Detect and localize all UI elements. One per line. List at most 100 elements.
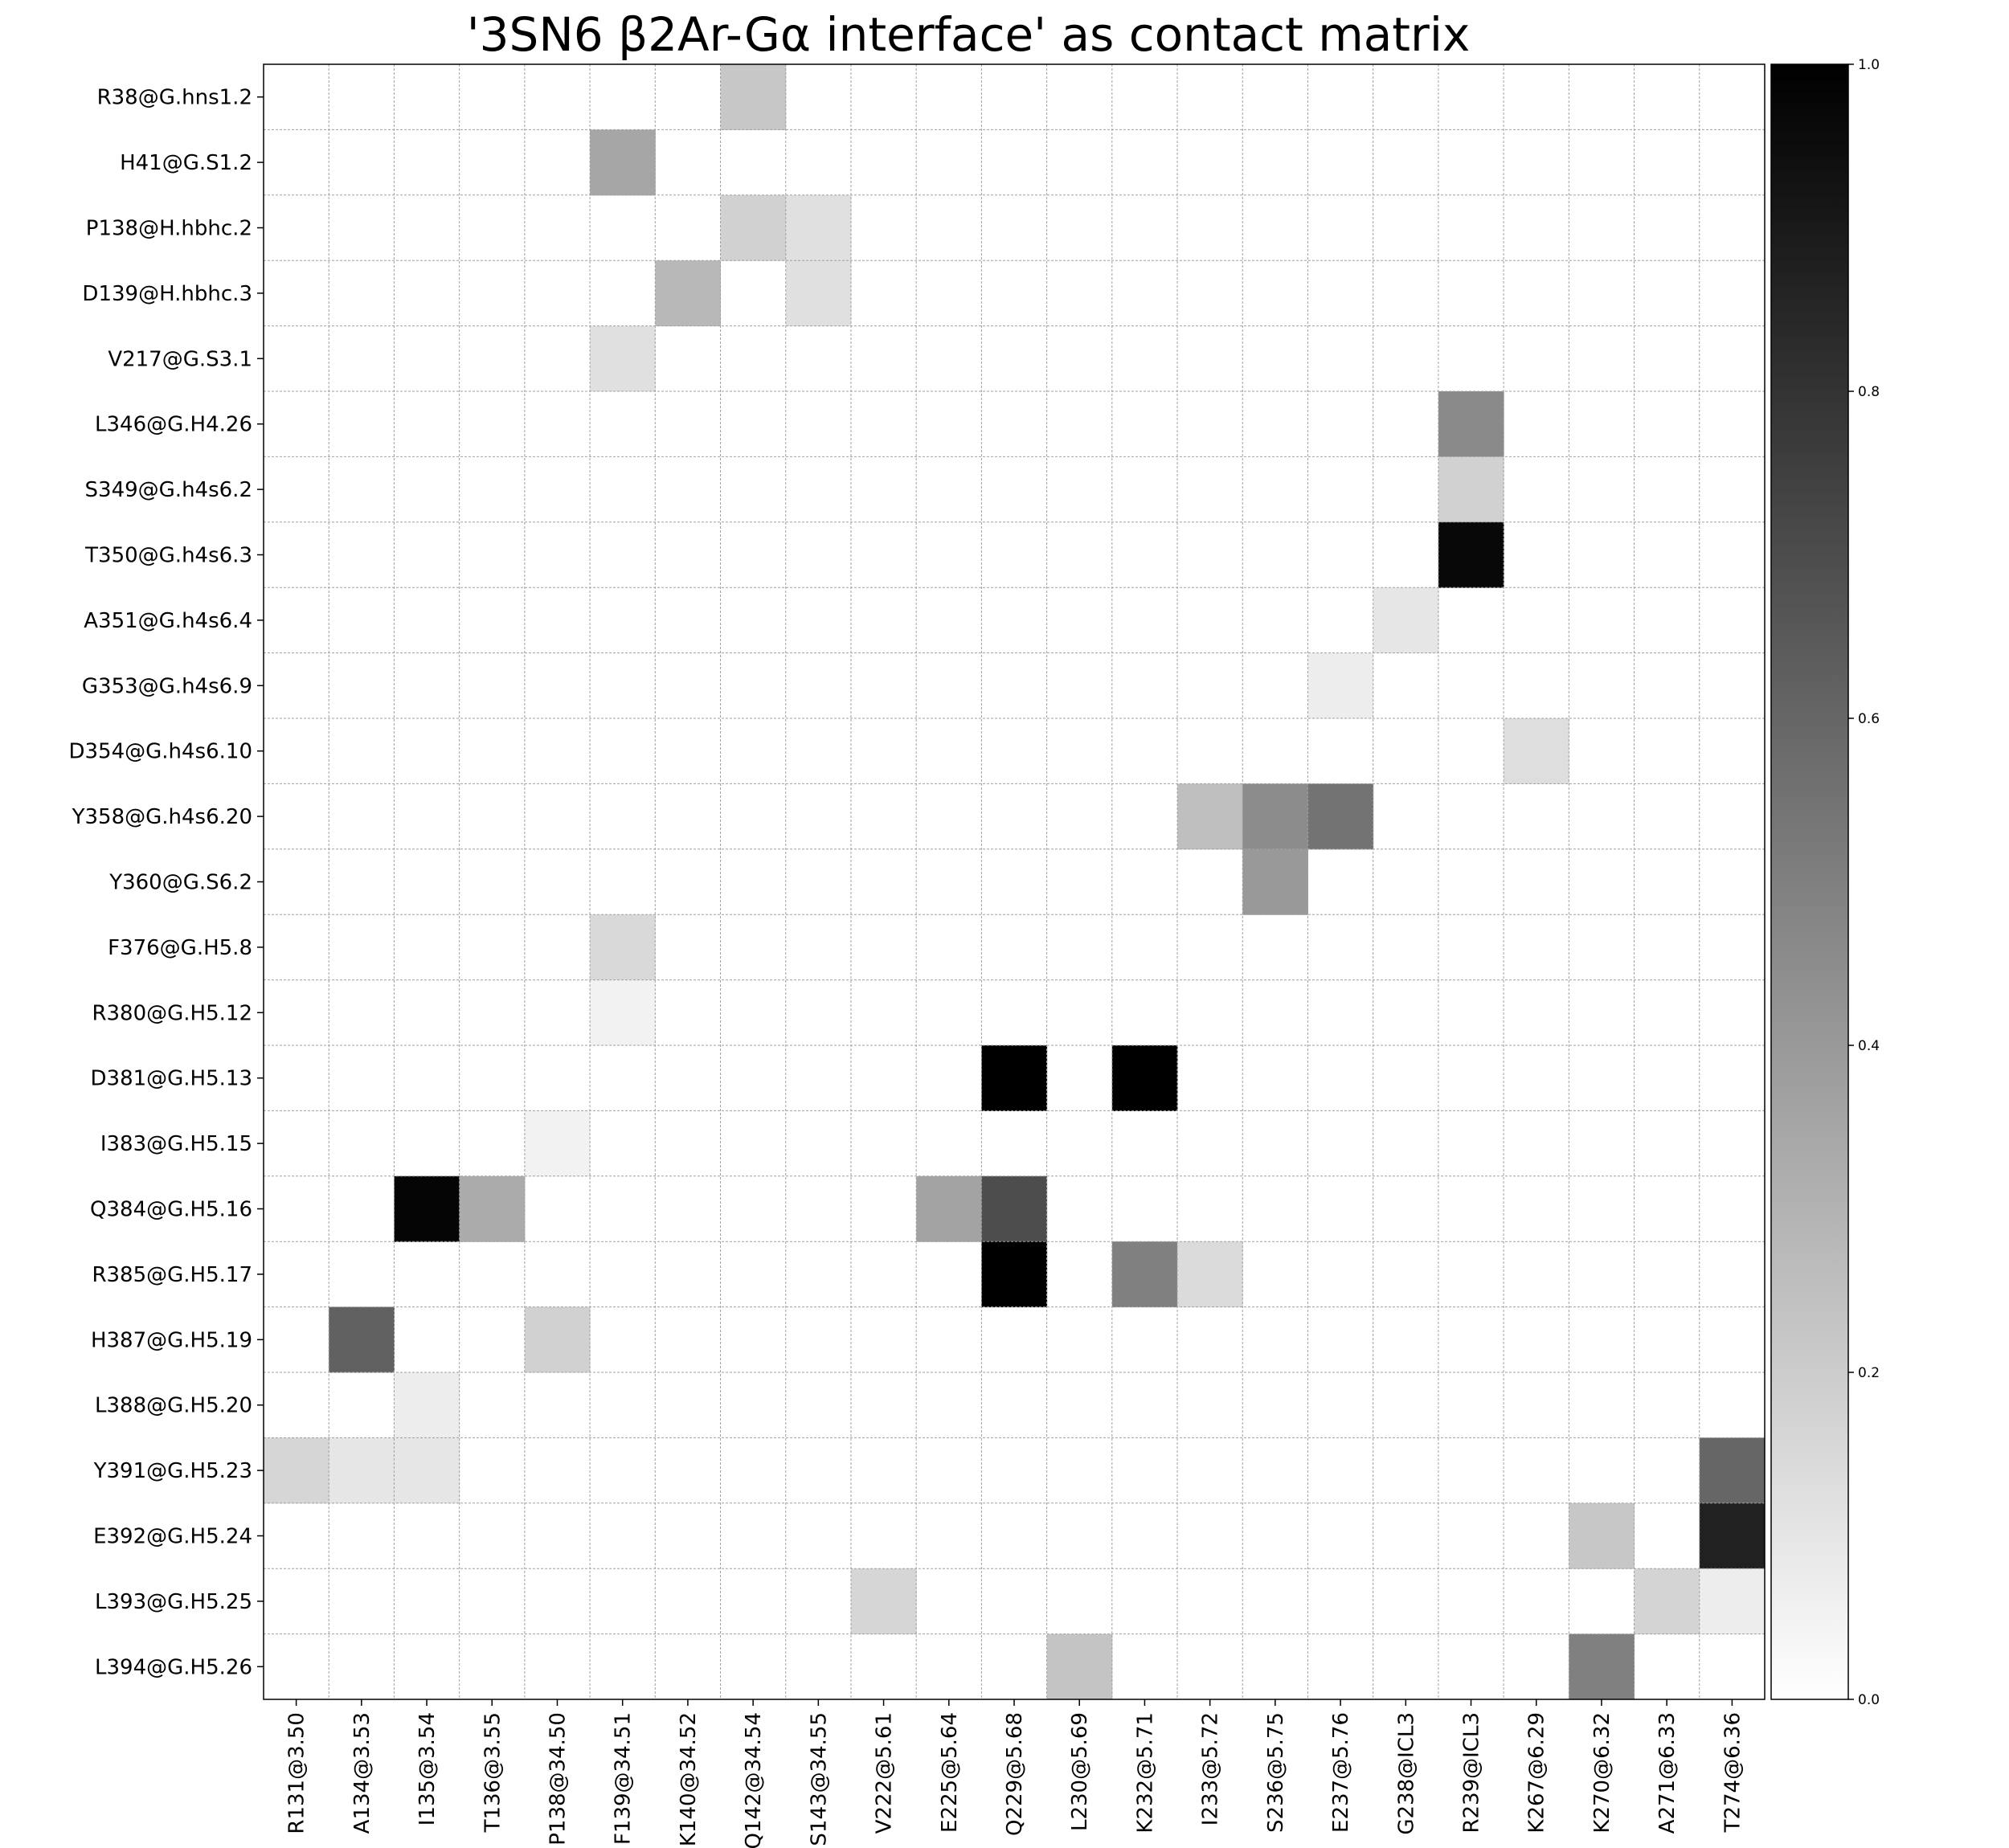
y-tick-label: D354@G.h4s6.10 (68, 740, 252, 764)
y-tick-label: H41@G.S1.2 (120, 151, 252, 175)
y-tick-label: Y391@G.H5.23 (93, 1459, 252, 1483)
heatmap-cell (916, 1175, 982, 1242)
x-tick-label: E237@5.76 (1329, 1712, 1353, 1833)
x-tick-label: R239@ICL3 (1460, 1712, 1484, 1834)
y-tick-label: L346@G.H4.26 (95, 413, 252, 437)
heatmap-cell (785, 260, 852, 327)
heatmap-cell (394, 1372, 460, 1438)
x-tick-label: K267@6.29 (1525, 1712, 1549, 1834)
y-tick-label: L394@G.H5.26 (95, 1655, 252, 1679)
heatmap-cell (1307, 783, 1374, 850)
colorbar-gradient (1770, 63, 1849, 1700)
x-tick-label: T136@3.55 (481, 1712, 505, 1833)
heatmap-cell (785, 194, 852, 261)
heatmap-cell (394, 1437, 460, 1504)
y-tick-label: A351@G.h4s6.4 (84, 609, 252, 633)
heatmap-cell (264, 1437, 329, 1504)
heatmap-cell (1699, 1437, 1766, 1504)
heatmap-cell (590, 979, 656, 1046)
y-tick-label: Q384@G.H5.16 (90, 1198, 252, 1222)
heatmap-cell (524, 1110, 591, 1177)
x-tick-label: A134@3.53 (350, 1712, 374, 1834)
x-tick-label: K270@6.32 (1590, 1712, 1614, 1834)
heatmap-cells (264, 64, 1766, 1700)
y-tick-label: L393@G.H5.25 (95, 1590, 252, 1614)
heatmap-cell (1111, 1241, 1178, 1308)
x-tick-label: S143@34.55 (807, 1712, 831, 1846)
heatmap-cell (1569, 1633, 1635, 1700)
y-tick-label: Y360@G.S6.2 (108, 871, 252, 895)
heatmap-cell (394, 1175, 460, 1242)
x-tick-label: E225@5.64 (938, 1712, 962, 1833)
y-tick-label: E392@G.H5.24 (93, 1525, 252, 1549)
colorbar: 0.0 0.2 0.4 0.6 0.8 1.0 (1770, 57, 1880, 1708)
y-tick-labels: R38@G.hns1.2 H41@G.S1.2 P138@H.hbhc.2 D139@… (68, 86, 264, 1679)
heatmap-cell (1569, 1503, 1635, 1569)
x-tick-label: K140@34.52 (677, 1712, 701, 1846)
y-tick-label: S349@G.h4s6.2 (85, 478, 252, 502)
y-tick-label: T350@G.h4s6.3 (84, 544, 252, 568)
heatmap-cell (1242, 783, 1308, 850)
heatmap-cell (1373, 587, 1439, 654)
x-tick-label: Q229@5.68 (1003, 1712, 1027, 1836)
heatmap-cell (1699, 1568, 1766, 1635)
heatmap-cell (459, 1175, 526, 1242)
heatmap-cell (329, 1306, 395, 1373)
heatmap-cell (1438, 521, 1504, 588)
heatmap-cell (981, 1045, 1048, 1111)
colorbar-tick-label: 0.8 (1858, 384, 1880, 400)
colorbar-tick-label: 0.4 (1858, 1038, 1880, 1054)
colorbar-tick-label: 1.0 (1858, 57, 1880, 73)
x-tick-labels: R131@3.50 A134@3.53 I135@3.54 T136@3.55 P138… (285, 1699, 1745, 1848)
heatmap-cell (1699, 1503, 1766, 1569)
grid-lines (264, 64, 1765, 1699)
y-tick-label: R38@G.hns1.2 (97, 86, 252, 110)
y-tick-label: P138@H.hbhc.2 (86, 217, 252, 241)
x-tick-label: G238@ICL3 (1394, 1712, 1418, 1835)
x-tick-label: F139@34.51 (612, 1712, 636, 1845)
heatmap-cell (1046, 1633, 1113, 1700)
y-tick-label: D139@H.hbhc.3 (82, 282, 252, 306)
x-tick-label: I135@3.54 (415, 1712, 440, 1826)
heatmap-cell (850, 1568, 917, 1635)
heatmap-cell (1634, 1568, 1700, 1635)
heatmap-cell (981, 1241, 1048, 1308)
y-tick-label: Y358@G.h4s6.20 (72, 805, 252, 829)
colorbar-ticks: 0.0 0.2 0.4 0.6 0.8 1.0 (1848, 57, 1880, 1708)
heatmap-cell (590, 914, 656, 981)
heatmap-cell (1438, 456, 1504, 523)
x-tick-label: R131@3.50 (285, 1712, 309, 1834)
y-tick-label: H387@G.H5.19 (91, 1328, 252, 1352)
y-tick-label: V217@G.S3.1 (108, 347, 252, 371)
chart-title: '3SN6 β2Ar-Gα interface' as contact matr… (467, 7, 1471, 62)
heatmap-cell (655, 260, 722, 327)
heatmap-cell (590, 129, 656, 196)
plot-frame (263, 63, 1766, 1700)
colorbar-tick-label: 0.0 (1858, 1692, 1880, 1708)
y-tick-label: F376@G.H5.8 (108, 936, 252, 960)
heatmap-cell (329, 1437, 395, 1504)
x-tick-label: A271@6.33 (1655, 1712, 1680, 1834)
y-tick-label: D381@G.H5.13 (91, 1067, 253, 1091)
x-tick-label: P138@34.50 (546, 1712, 570, 1846)
heatmap-cell (1242, 848, 1308, 915)
heatmap-cell (1177, 1241, 1243, 1308)
heatmap-cell (981, 1175, 1048, 1242)
x-tick-label: V222@5.61 (873, 1712, 897, 1834)
heatmap-cell (1111, 1045, 1178, 1111)
y-tick-label: G353@G.h4s6.9 (82, 674, 252, 698)
heatmap-cell (1504, 718, 1569, 784)
x-tick-label: S236@5.75 (1264, 1712, 1288, 1833)
colorbar-tick-label: 0.2 (1858, 1365, 1880, 1381)
heatmap-cell (720, 64, 787, 130)
heatmap-cell (1438, 391, 1504, 457)
heatmap-cell (590, 325, 656, 392)
x-tick-label: L230@5.69 (1068, 1712, 1092, 1831)
y-tick-label: L388@G.H5.20 (95, 1394, 252, 1418)
x-tick-label: I233@5.72 (1199, 1712, 1223, 1826)
heatmap-cell (720, 194, 787, 261)
colorbar-tick-label: 0.6 (1858, 711, 1880, 727)
heatmap-cell (524, 1306, 591, 1373)
y-tick-label: I383@G.H5.15 (100, 1132, 252, 1156)
y-tick-label: R385@G.H5.17 (92, 1263, 252, 1287)
